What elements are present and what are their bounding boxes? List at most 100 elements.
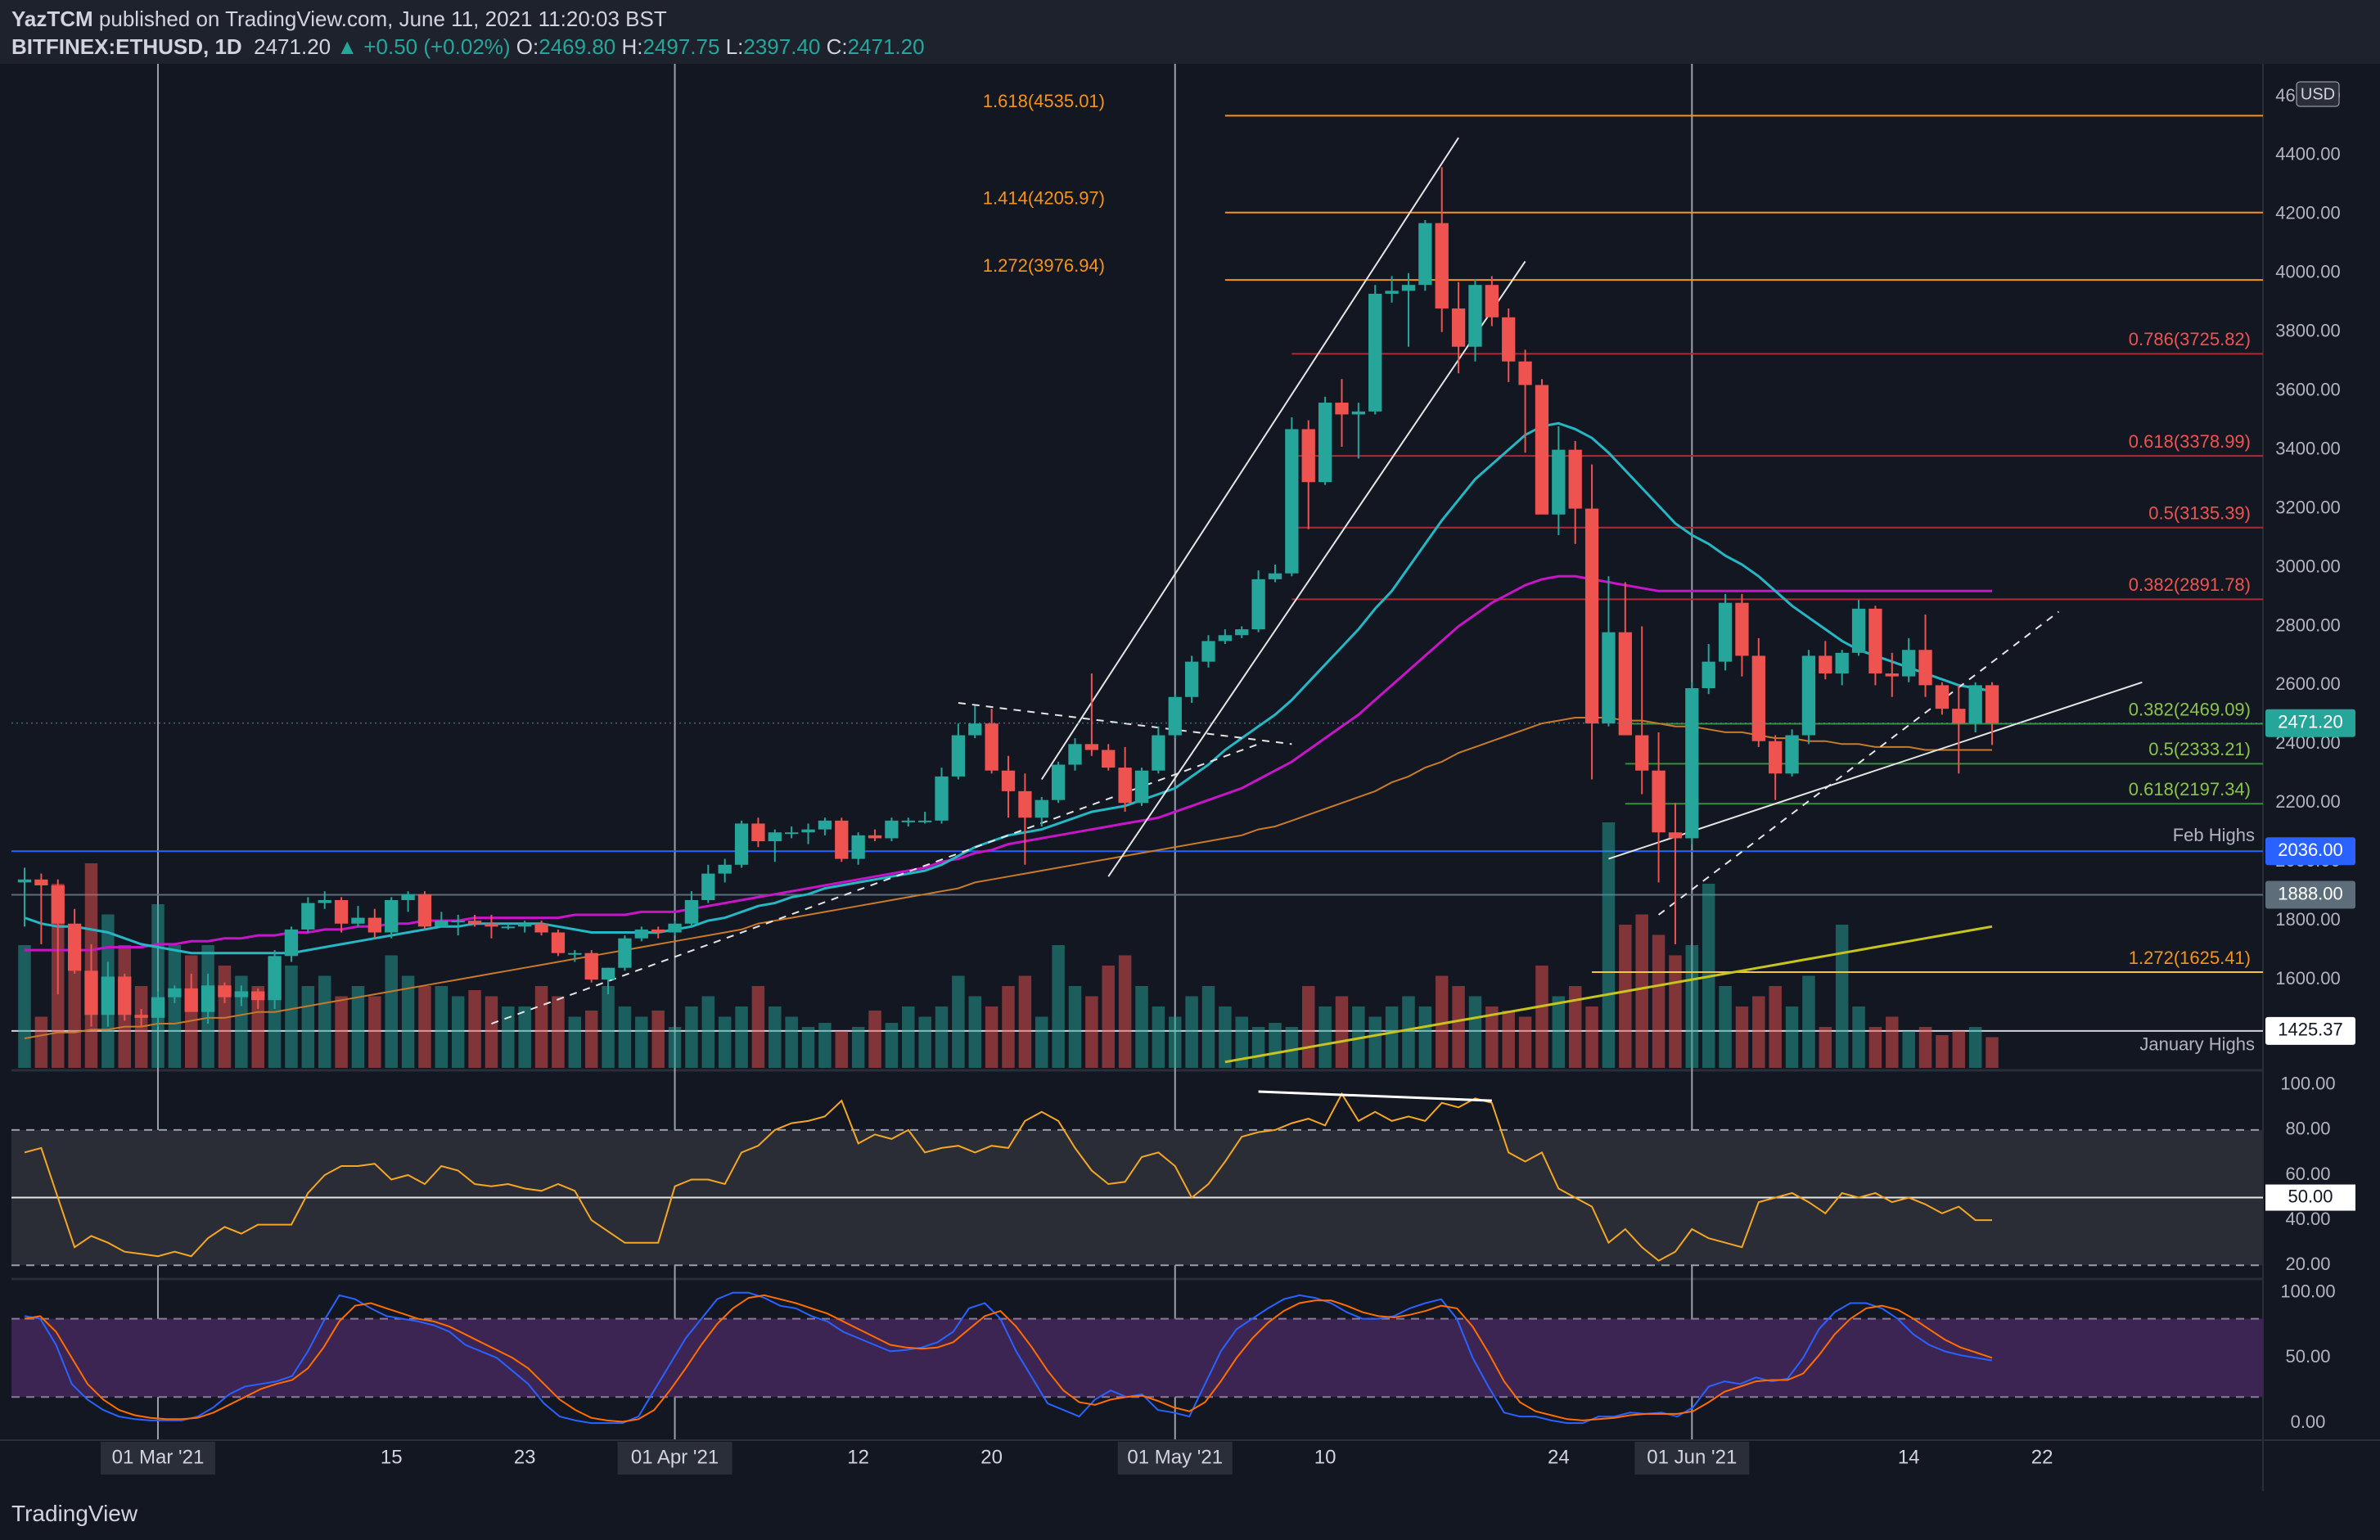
candle-body <box>284 929 299 957</box>
time-axis-tick: 24 <box>1548 1446 1570 1468</box>
candle-body <box>1051 764 1066 800</box>
volume-bar <box>1785 1006 1799 1068</box>
volume-bar <box>1568 986 1582 1068</box>
volume-bar <box>918 1016 931 1068</box>
candle-body <box>951 735 966 777</box>
volume-bar <box>1368 1016 1382 1068</box>
candle-body <box>634 929 648 939</box>
volume-bar <box>602 986 615 1068</box>
candle-body <box>435 921 449 927</box>
volume-bar <box>1418 1006 1432 1068</box>
volume-bar <box>168 945 182 1068</box>
feb-high-tag-bg <box>2265 837 2355 866</box>
volume-bar <box>1068 986 1082 1068</box>
time-axis-tick: 01 May '21 <box>1127 1446 1223 1468</box>
stoch-axis-tick: 50.00 <box>2285 1346 2330 1367</box>
volume-bar <box>418 986 431 1068</box>
candle-body <box>1769 741 1783 774</box>
chart-canvas[interactable]: Feb Highs January Highs 1.618(4535.01) 1.41… <box>0 64 2380 1491</box>
trendline-dashed-rise <box>1657 610 2060 916</box>
candle-body <box>684 899 699 924</box>
volume-bar <box>735 1006 748 1068</box>
tradingview-logo-icon[interactable]: TradingView <box>11 1501 137 1527</box>
candle-body <box>534 923 548 933</box>
candle-body <box>17 879 32 883</box>
fib-level-label: 1.618(4535.01) <box>983 91 1105 111</box>
candle-body <box>1952 709 1966 724</box>
volume-bar <box>701 996 715 1068</box>
price-axis-tick: 4400.00 <box>2275 144 2341 164</box>
time-axis-tick: 10 <box>1314 1446 1336 1468</box>
volume-bar <box>502 1006 515 1068</box>
high-value: 2497.75 <box>642 34 720 59</box>
rsi-axis-tick: 40.00 <box>2285 1209 2330 1229</box>
candle-body <box>718 864 732 874</box>
rsi-axis-tick: 100.00 <box>2280 1074 2335 1094</box>
candle-body <box>201 985 215 1012</box>
volume-bar <box>584 1011 598 1068</box>
trendline-resistance-dashed <box>958 701 1292 745</box>
volume-bar <box>1152 1006 1165 1068</box>
time-axis-tick: 01 Apr '21 <box>631 1446 719 1468</box>
candle-body <box>668 923 682 933</box>
candle-body <box>1018 790 1032 818</box>
channel-upper-line <box>1040 137 1459 781</box>
candle-body <box>118 976 132 1015</box>
volume-bar <box>1752 996 1765 1068</box>
volume-bar <box>1435 975 1449 1068</box>
volume-bar <box>801 1027 815 1068</box>
author-name[interactable]: YazTCM <box>11 7 93 31</box>
volume-bar <box>568 1016 582 1068</box>
candle-body <box>1568 449 1582 509</box>
candle-body <box>518 923 532 927</box>
chart-footer: TradingView <box>0 1491 2380 1540</box>
candle-body <box>385 899 399 933</box>
candle-body <box>601 967 615 980</box>
rsi-axis-tick: 20.00 <box>2285 1254 2330 1274</box>
fib-level-label: 1.272(3976.94) <box>983 255 1105 276</box>
candle-body <box>251 991 265 1001</box>
volume-bar <box>1035 1016 1048 1068</box>
volume-bar <box>1219 1006 1232 1068</box>
candle-body <box>801 829 815 833</box>
volume-bar <box>1902 1031 1915 1068</box>
candle-body <box>768 832 782 842</box>
volume-bar <box>1135 986 1148 1068</box>
volume-bar <box>385 955 398 1068</box>
volume-bar <box>1485 1006 1499 1068</box>
volume-bar <box>1468 996 1482 1068</box>
price-axis-tick: 2200.00 <box>2275 791 2341 812</box>
candle-body <box>751 823 765 842</box>
candle-body <box>618 938 632 968</box>
candle-body <box>467 921 482 924</box>
candle-body <box>485 923 498 927</box>
candle-body <box>1152 735 1165 771</box>
fib-level-label: 0.786(3725.82) <box>2129 329 2251 349</box>
volume-bar <box>651 1011 665 1068</box>
symbol-label[interactable]: BITFINEX:ETHUSD, 1D <box>11 34 242 59</box>
volume-bar <box>1518 1016 1532 1068</box>
stoch-band <box>11 1318 2263 1398</box>
open-label: O: <box>516 34 539 59</box>
price-axis-tick: 1600.00 <box>2275 968 2341 988</box>
price-level-label: Feb Highs <box>2173 825 2255 845</box>
volume-bar <box>635 1016 648 1068</box>
price-axis-tick: 1800.00 <box>2275 909 2341 930</box>
candle-body <box>184 988 198 1012</box>
candle-body <box>168 988 182 997</box>
candle-body <box>1502 317 1516 362</box>
candle-body <box>651 929 665 933</box>
rsi-axis-tick: 60.00 <box>2285 1164 2330 1184</box>
volume-bar <box>1301 986 1315 1068</box>
currency-badge-bg[interactable] <box>2296 81 2340 107</box>
high-label: H: <box>621 34 643 59</box>
candle-body <box>901 820 915 822</box>
candle-body <box>501 926 515 929</box>
chart-header: YazTCM published on TradingView.com, Jun… <box>0 0 2380 64</box>
volume-bar <box>1318 1006 1332 1068</box>
volume-bar <box>968 996 982 1068</box>
candle-body <box>1819 655 1832 673</box>
time-axis-tick: 01 Mar '21 <box>112 1446 205 1468</box>
time-axis-tick: 01 Jun '21 <box>1647 1446 1737 1468</box>
volume-bar <box>1169 1016 1182 1068</box>
